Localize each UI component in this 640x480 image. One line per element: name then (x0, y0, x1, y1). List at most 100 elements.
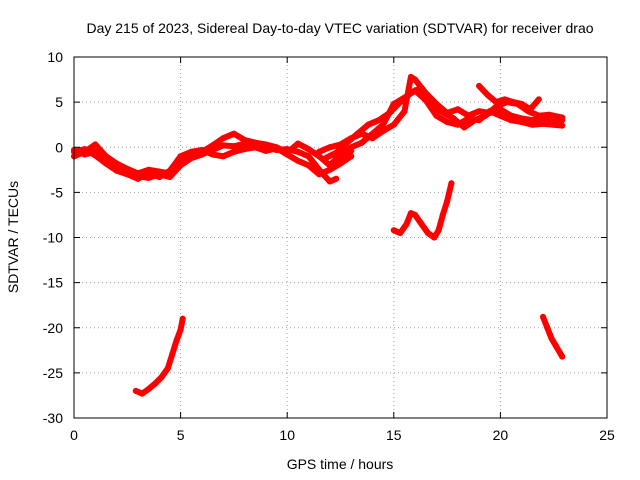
data-point (273, 145, 280, 152)
data-point (552, 342, 559, 349)
data-point (113, 167, 120, 174)
data-point (294, 157, 301, 164)
data-point (316, 148, 323, 155)
data-point (535, 96, 542, 103)
data-point (103, 160, 109, 167)
data-point (431, 234, 438, 241)
y-tick-label: -20 (43, 320, 63, 336)
data-point (124, 171, 131, 178)
data-point (322, 155, 329, 162)
data-point (365, 121, 372, 128)
x-tick-label: 10 (279, 427, 295, 443)
x-tick-label: 25 (599, 427, 615, 443)
data-point (230, 148, 237, 155)
data-point (540, 313, 546, 320)
data-point (252, 139, 259, 146)
x-tick-label: 15 (386, 427, 402, 443)
x-axis-label: GPS time / hours (287, 456, 394, 472)
data-point (369, 130, 376, 137)
data-point (316, 153, 323, 160)
tick-layer: 0 5 10 15 20 25 -30 -25 -20 -15 -10 -5 0 5 10 (43, 49, 615, 443)
data-point (412, 76, 419, 83)
data-point (169, 351, 176, 358)
y-tick-label: 10 (47, 49, 63, 65)
data-point (177, 326, 184, 333)
data-point (230, 130, 237, 137)
data-point (81, 146, 88, 153)
data-point (158, 374, 165, 381)
data-point (209, 151, 216, 158)
data-point (550, 121, 557, 128)
x-tick-label: 5 (177, 427, 185, 443)
x-tick-label: 20 (493, 427, 509, 443)
data-point (333, 175, 340, 182)
data-point (198, 147, 205, 153)
data-point (164, 365, 171, 372)
data-point (139, 390, 146, 397)
data-point (424, 230, 431, 236)
data-point (230, 143, 237, 150)
data-point (401, 108, 408, 115)
data-point (284, 151, 291, 158)
data-point (173, 338, 180, 345)
data-point (510, 99, 517, 106)
data-point (435, 227, 442, 234)
y-tick-label: -15 (43, 275, 63, 291)
data-point (484, 91, 491, 98)
data-point (220, 135, 227, 142)
chart-title: Day 215 of 2023, Sidereal Day-to-day VTE… (86, 20, 593, 36)
y-tick-label: -25 (43, 365, 63, 381)
data-point (559, 122, 566, 129)
data-point (529, 121, 536, 128)
data-point (262, 141, 269, 148)
data-point (501, 96, 508, 103)
data-point (380, 121, 387, 128)
data-point (390, 100, 397, 107)
data-point (241, 146, 248, 153)
y-tick-label: -5 (51, 184, 64, 200)
data-point (559, 114, 566, 121)
data-point (294, 140, 301, 147)
data-point (390, 227, 397, 234)
data-point (132, 387, 139, 394)
data-point (326, 144, 333, 151)
data-point (166, 167, 173, 174)
x-tick-label: 0 (70, 427, 78, 443)
data-point (454, 121, 461, 128)
data-point (92, 152, 99, 159)
data-point (92, 141, 99, 148)
data-point (156, 174, 163, 180)
data-point (546, 111, 553, 118)
data-point (397, 230, 404, 236)
data-point (493, 99, 500, 106)
data-point (241, 137, 248, 143)
data-point (252, 144, 259, 151)
data-point (540, 120, 546, 127)
data-point (548, 335, 555, 342)
data-point (527, 106, 534, 113)
data-point (209, 142, 216, 149)
data-point (326, 166, 333, 173)
data-point (450, 115, 457, 122)
data-point (465, 115, 472, 122)
data-point (316, 171, 323, 178)
data-point (305, 162, 312, 169)
data-point (145, 169, 152, 176)
data-point (220, 153, 227, 160)
series-trace-8 (390, 180, 455, 241)
data-point (401, 94, 408, 101)
data-point (461, 124, 468, 131)
data-point (403, 221, 410, 227)
data-point (448, 180, 455, 187)
data-point (444, 198, 451, 205)
data-point (422, 97, 429, 104)
data-point (294, 148, 301, 155)
data-point (326, 162, 333, 169)
data-point (177, 153, 184, 160)
data-point (326, 178, 333, 185)
data-point (476, 108, 483, 115)
data-point (439, 211, 446, 218)
data-point (152, 380, 158, 387)
y-tick-label: 0 (55, 139, 63, 155)
